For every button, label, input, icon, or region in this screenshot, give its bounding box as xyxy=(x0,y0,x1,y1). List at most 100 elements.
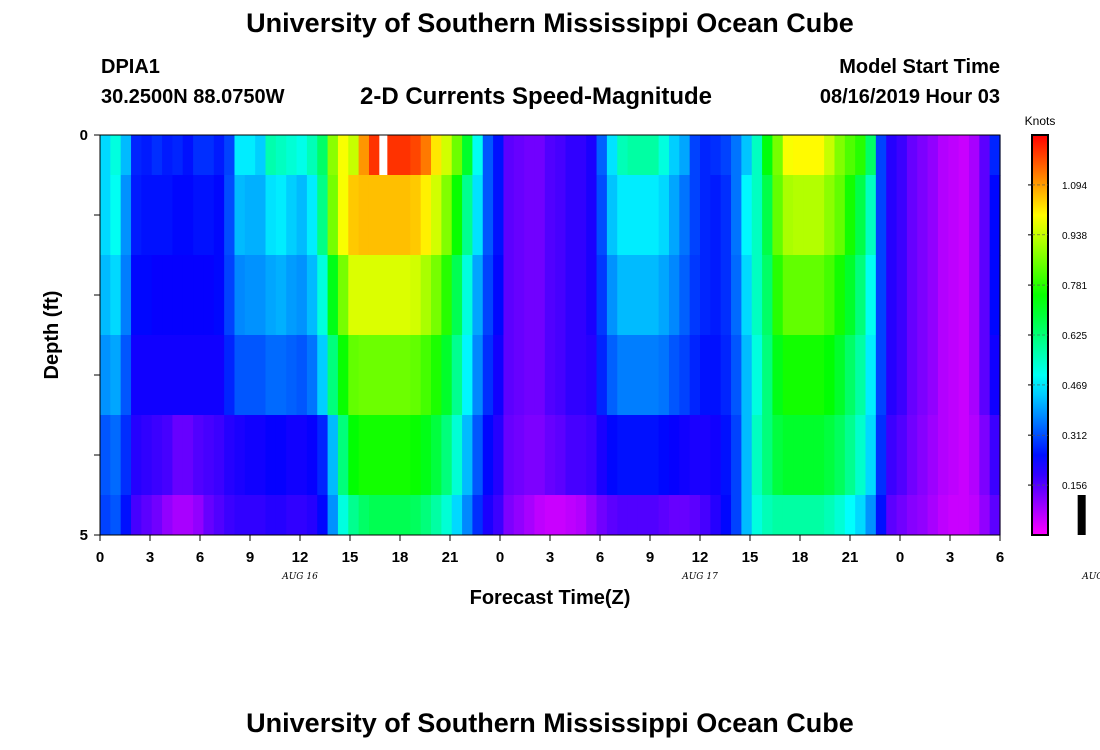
heatmap-cell xyxy=(462,335,474,416)
heatmap-cell xyxy=(555,415,567,496)
heatmap-cell xyxy=(193,335,205,416)
heatmap-cell xyxy=(710,255,722,336)
heatmap-cell xyxy=(658,335,670,416)
heatmap-cell xyxy=(182,415,194,496)
heatmap-cell xyxy=(472,175,484,256)
heatmap-cell xyxy=(689,335,701,416)
heatmap-cell xyxy=(834,255,846,336)
heatmap-cell xyxy=(358,495,370,536)
heatmap-cell xyxy=(586,175,598,256)
heatmap-cell xyxy=(803,335,815,416)
heatmap-cell xyxy=(731,175,742,256)
heatmap-cell xyxy=(658,415,670,496)
heatmap-cell xyxy=(317,255,329,336)
heatmap-cell xyxy=(141,495,153,536)
chart-subtitle: 2-D Currents Speed-Magnitude xyxy=(360,83,713,110)
heatmap-cell xyxy=(617,335,629,416)
heatmap-cell xyxy=(751,495,763,536)
heatmap-cell xyxy=(834,495,846,536)
heatmap-cell xyxy=(327,495,339,536)
heatmap-cell xyxy=(182,335,194,416)
heatmap-cell xyxy=(368,255,380,336)
heatmap-cell xyxy=(875,335,887,416)
heatmap-cell xyxy=(844,255,856,336)
heatmap-cell xyxy=(306,415,318,496)
heatmap-cell xyxy=(172,175,184,256)
heatmap-cell xyxy=(855,415,867,496)
heatmap-cell xyxy=(772,335,784,416)
heatmap-cell xyxy=(244,335,256,416)
heatmap-cell xyxy=(451,135,463,176)
heatmap-cell xyxy=(131,335,142,416)
heatmap-cell xyxy=(917,135,929,176)
heatmap-cell xyxy=(606,495,618,536)
heatmap-cell xyxy=(637,335,649,416)
model-start-label: Model Start Time xyxy=(839,56,1000,78)
heatmap-cell xyxy=(265,175,277,256)
heatmap-cell xyxy=(193,415,205,496)
heatmap-cell xyxy=(813,495,825,536)
heatmap-cell xyxy=(141,415,153,496)
heatmap-cell xyxy=(679,255,691,336)
heatmap-cell xyxy=(493,255,505,336)
heatmap-cell xyxy=(917,175,929,256)
heatmap-cell xyxy=(348,335,360,416)
heatmap-cell xyxy=(762,135,774,176)
heatmap-cell xyxy=(182,175,194,256)
heatmap-cell xyxy=(927,415,939,496)
x-tick-label: 15 xyxy=(742,549,759,566)
heatmap-cell xyxy=(700,335,711,416)
x-date-label: AUG 17 xyxy=(681,572,718,582)
heatmap-cell xyxy=(141,335,153,416)
heatmap-cell xyxy=(410,415,422,496)
heatmap-cell xyxy=(162,495,174,536)
heatmap-cell xyxy=(296,495,308,536)
heatmap-cell xyxy=(172,335,184,416)
heatmap-cell xyxy=(224,175,236,256)
x-tick-label: 12 xyxy=(692,549,709,566)
heatmap-cell xyxy=(451,415,463,496)
heatmap-cell xyxy=(462,255,474,336)
heatmap-cell xyxy=(358,255,370,336)
heatmap-cell xyxy=(772,495,784,536)
heatmap-cell xyxy=(296,415,308,496)
heatmap-cell xyxy=(493,495,505,536)
heatmap-cell xyxy=(937,415,949,496)
heatmap-cell xyxy=(782,335,794,416)
heatmap-cell xyxy=(575,175,587,256)
heatmap-cell xyxy=(762,415,774,496)
heatmap-cell xyxy=(772,175,784,256)
heatmap-cell xyxy=(834,175,846,256)
heatmap-cell xyxy=(348,415,360,496)
heatmap-cell xyxy=(731,335,742,416)
heatmap-cell xyxy=(968,335,980,416)
heatmap-cell xyxy=(927,175,939,256)
heatmap-cell xyxy=(306,255,318,336)
heatmap-cell xyxy=(193,255,205,336)
heatmap-cell xyxy=(720,335,732,416)
heatmap-cell xyxy=(958,495,970,536)
heatmap-cell xyxy=(989,255,1001,336)
heatmap-cell xyxy=(958,135,970,176)
heatmap-cell xyxy=(596,255,608,336)
heatmap-cell xyxy=(627,255,639,336)
heatmap-cell xyxy=(493,135,505,176)
heatmap-cell xyxy=(917,495,929,536)
heatmap-cell xyxy=(741,175,753,256)
heatmap-cell xyxy=(855,495,867,536)
heatmap-cell xyxy=(689,495,701,536)
heatmap-cell xyxy=(906,335,918,416)
heatmap-cell xyxy=(989,175,1001,256)
x-tick-label: 6 xyxy=(196,549,204,566)
heatmap-cell xyxy=(327,335,339,416)
heatmap-cell xyxy=(337,175,349,256)
heatmap-cell xyxy=(565,255,577,336)
heatmap-cell xyxy=(875,135,887,176)
heatmap-cell xyxy=(234,415,246,496)
heatmap-cell xyxy=(896,175,908,256)
heatmap-cell xyxy=(306,135,318,176)
heatmap-cell xyxy=(482,415,494,496)
heatmap-cell xyxy=(700,255,711,336)
heatmap-cell xyxy=(472,415,484,496)
heatmap-cell xyxy=(389,415,401,496)
